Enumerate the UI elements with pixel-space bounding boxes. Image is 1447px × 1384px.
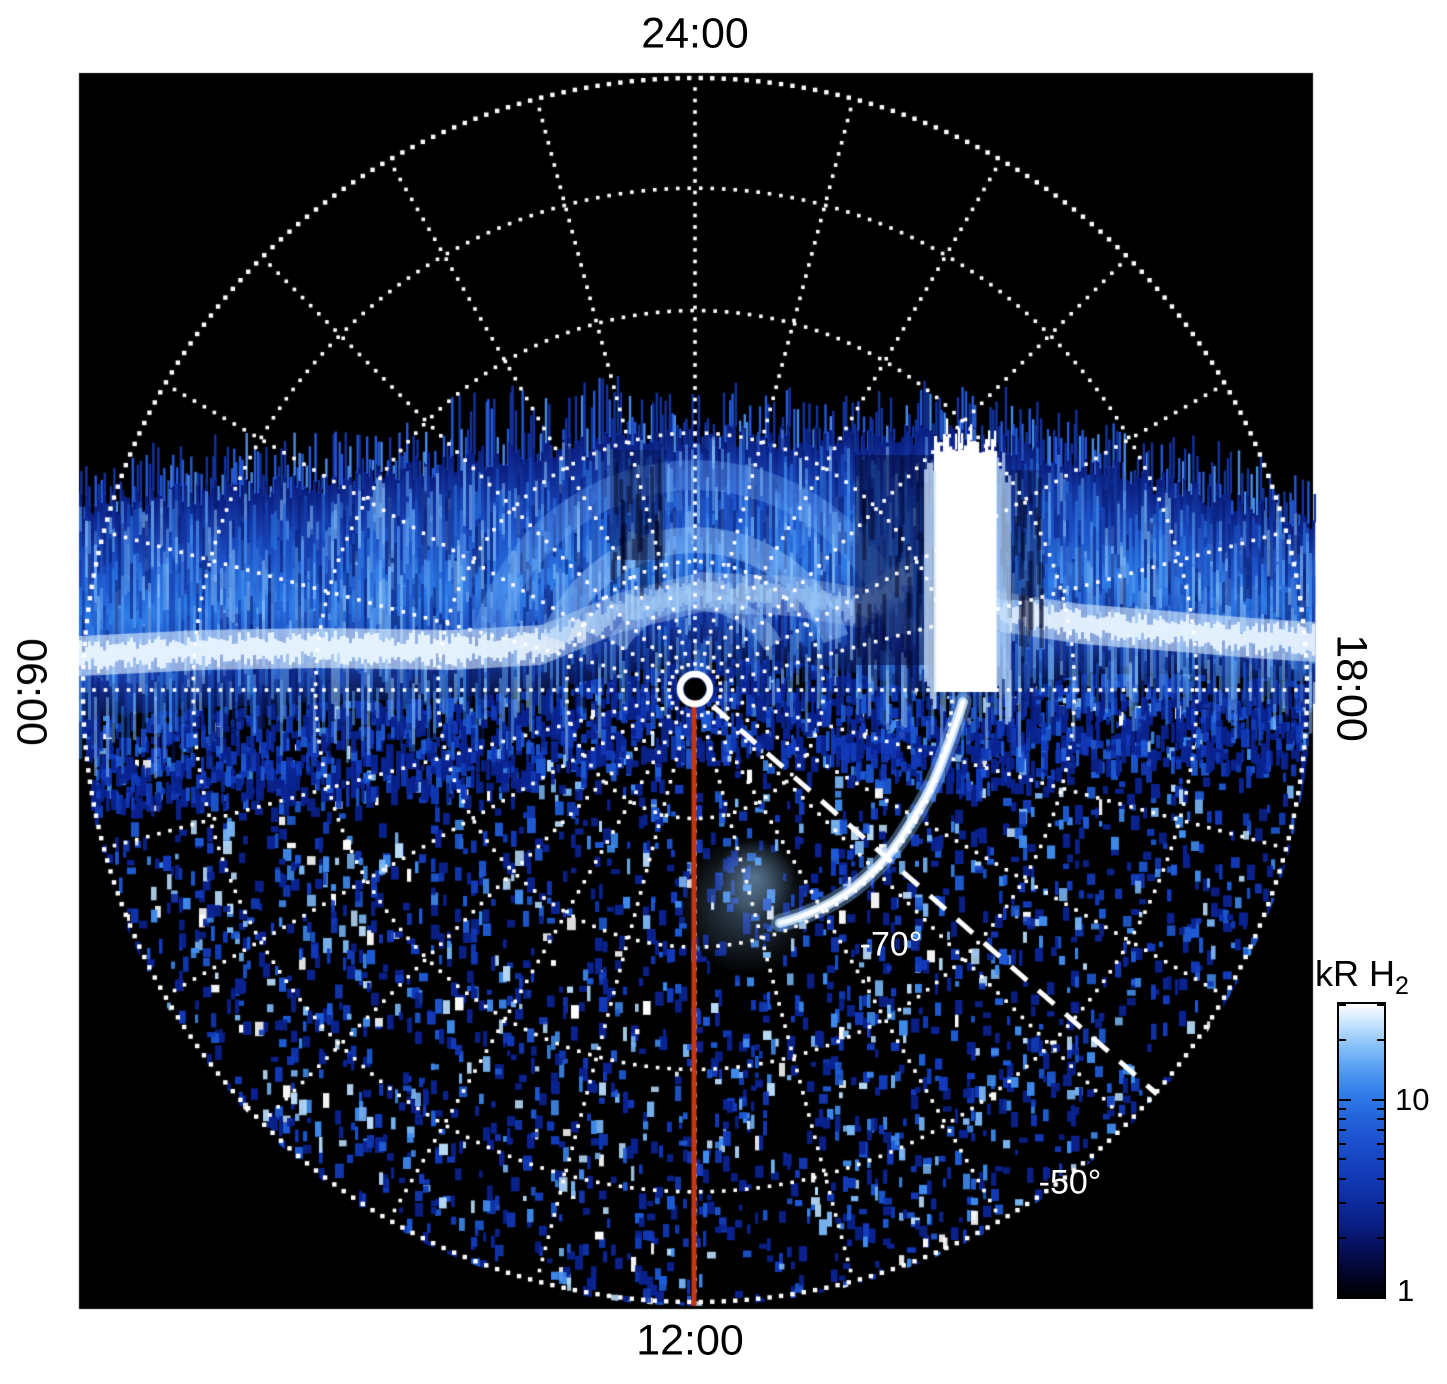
colorbar-tick-label-10: 10 [1395, 1082, 1430, 1117]
colorbar-tick [1372, 1098, 1384, 1101]
colorbar-tick [1339, 1177, 1346, 1180]
colorbar-tick [1339, 1129, 1346, 1132]
clock-label-1800: 18:00 [1327, 634, 1376, 742]
colorbar-tick-label-1: 1 [1397, 1273, 1415, 1308]
colorbar-tick [1372, 1297, 1384, 1299]
clock-label-0600: 06:00 [7, 638, 56, 746]
colorbar-tick [1339, 1004, 1346, 1006]
colorbar-tick [1377, 1142, 1384, 1145]
colorbar-tick [1339, 1038, 1346, 1041]
colorbar-tick [1339, 1107, 1346, 1110]
clock-label-1200: 12:00 [636, 1316, 744, 1365]
clock-label-2400: 24:00 [641, 9, 749, 58]
colorbar-gradient [1337, 1002, 1386, 1299]
colorbar-tick [1339, 1142, 1346, 1145]
colorbar-tick [1339, 1297, 1351, 1299]
colorbar-tick [1377, 1129, 1384, 1132]
colorbar-tick [1339, 1237, 1346, 1240]
colorbar-tick [1377, 1004, 1384, 1006]
colorbar-tick [1377, 1237, 1384, 1240]
colorbar-tick [1377, 1107, 1384, 1110]
colorbar-tick [1339, 1117, 1346, 1120]
latitude-label-minus50: -50° [1038, 1163, 1102, 1202]
colorbar-tick [1339, 1158, 1346, 1161]
colorbar-tick [1377, 1158, 1384, 1161]
colorbar-tick [1339, 1098, 1351, 1101]
colorbar-tick [1377, 1202, 1384, 1205]
colorbar-tick [1339, 1202, 1346, 1205]
latitude-label-minus70: -70° [859, 925, 923, 964]
colorbar-tick [1377, 1177, 1384, 1180]
colorbar-tick [1377, 1038, 1384, 1041]
colorbar-title: kR H2 [1315, 952, 1409, 1001]
colorbar-tick [1377, 1117, 1384, 1120]
